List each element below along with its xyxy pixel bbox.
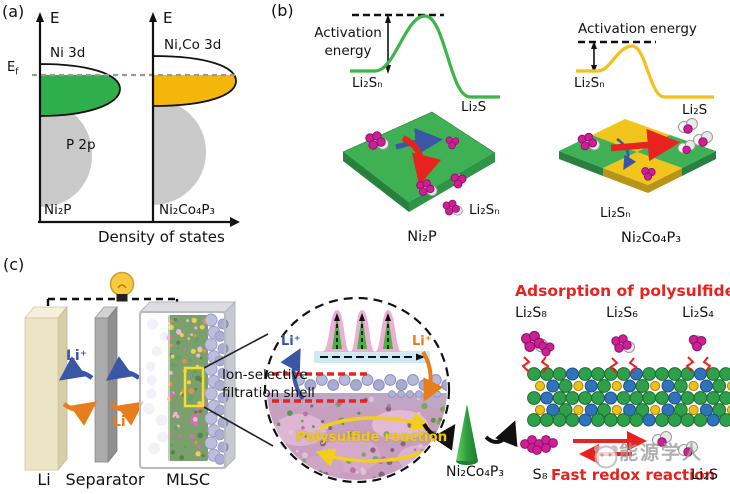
nico3d-label: Ni,Co 3d (164, 37, 222, 53)
watermark-logo-icon (594, 445, 618, 469)
panel-a-graphics (32, 12, 240, 227)
nico-label-a: Ni₂Co₄P₃ (159, 202, 215, 218)
magnifier-circle-border (263, 296, 451, 484)
panel-a-tag: (a) (2, 2, 25, 21)
li-ion-out-arrow (280, 348, 305, 401)
nico-label-b: Ni₂Co₄P₃ (620, 230, 682, 246)
li-ion-in-arrow (421, 350, 444, 402)
shell-label-line1: Ion-selective (222, 367, 308, 383)
li-ion-label-orange: Li⁺ (112, 414, 134, 430)
reactant-label-right: Li₂Sₙ (574, 75, 605, 91)
activation-label-line1: Activation (314, 25, 382, 41)
nanoarray-inset (314, 310, 430, 363)
energy-curve-nico (576, 44, 714, 99)
redox-label: Fast redox reaction (551, 466, 716, 484)
p2p-band-left (40, 102, 92, 207)
li2s-label: Li₂S (691, 467, 719, 483)
ni3d-label: Ni 3d (50, 45, 86, 61)
shell-label-line2: filtration shell (222, 385, 315, 401)
li-ion-arrow-blue (105, 356, 141, 381)
separator-label: Separator (65, 470, 145, 489)
minor-path-arrow-blue (616, 137, 637, 170)
magnified-view (267, 300, 447, 480)
ni3d-band (40, 64, 120, 116)
mlsc-composite-speckles (166, 317, 209, 461)
polysulfide-reaction-label: Polysulfide reaction (296, 429, 448, 445)
separator-sheet (94, 305, 118, 464)
panel-b-graphics (342, 13, 716, 216)
zoom-highlight-box (183, 366, 205, 408)
polysulfide-molecule (442, 199, 463, 216)
p2p-label: P 2p (66, 137, 96, 153)
li2s-molecule (678, 118, 698, 134)
activation-label-line2: energy (324, 43, 372, 59)
species-li2s6-label: Li₂S₆ (606, 305, 638, 321)
catalyst-label: Ni₂Co₄P₃ (446, 464, 504, 480)
cathode-label: MLSC (165, 470, 211, 489)
magnifier-connector-lines (203, 333, 274, 447)
polysulfide-arrow-lower (315, 448, 429, 467)
diffusion-arrow-blue (395, 128, 443, 156)
ni2p-label-b: Ni₂P (407, 229, 437, 245)
adsorbed-polysulfides (520, 330, 712, 374)
species-li2s8-label: Li₂S₈ (515, 305, 547, 321)
product-label-right: Li₂S (682, 102, 708, 118)
watermark-text: 能源学人 (619, 442, 704, 464)
activation-label-right: Activation energy (578, 21, 697, 37)
panel-c-tag: (c) (3, 255, 25, 274)
adsorption-bonds (521, 356, 712, 374)
dos-axis-label: Density of states (98, 228, 225, 246)
li-ion-arrow-orange (62, 401, 98, 426)
li-ion-label-blue: Li⁺ (66, 348, 88, 364)
slab-species-right: Li₂Sₙ (600, 205, 631, 221)
ni2p-label-a: Ni₂P (44, 202, 72, 218)
li2s-molecule (693, 131, 713, 147)
link-arrow-to-slab (484, 420, 518, 448)
dos-axes (38, 20, 232, 224)
li-electrode (24, 305, 68, 472)
mlsc-shell-spheres (204, 313, 229, 465)
li-ion-arrow-orange (109, 401, 145, 426)
anode-label: Li (37, 470, 51, 489)
adsorption-title: Adsorption of polysulfides (515, 282, 730, 300)
polysulfide-arrow-upper (319, 412, 431, 431)
slab-species-left: Li₂Sₙ (469, 202, 500, 218)
reactant-label-left: Li₂Sₙ (352, 75, 383, 91)
fast-conversion-arrow-red (610, 128, 681, 162)
catalyst-cone (456, 404, 478, 465)
energy-curve-ni2p (350, 14, 500, 99)
s8-label: S₈ (532, 467, 548, 483)
s8-molecule (520, 435, 558, 455)
panel-c-graphics (24, 271, 730, 484)
li-ion-arrow-blue (58, 356, 94, 381)
panel-b-tag: (b) (271, 1, 294, 20)
p2p-band-right (153, 99, 206, 205)
li-ion-in-label: Li⁺ (412, 334, 432, 349)
species-li2s4-label: Li₂S₄ (682, 305, 714, 321)
catalyst-atom-slab (527, 367, 730, 427)
fermi-level-label: Ef (7, 60, 19, 78)
desorption-arrow-red (401, 135, 441, 186)
li-ion-out-label: Li⁺ (281, 334, 301, 349)
link-arrow-to-cone (422, 422, 456, 451)
bulb-icon (109, 271, 135, 302)
product-label-left: Li₂S (461, 99, 487, 115)
energy-axis-label-right: E (163, 9, 173, 27)
energy-axis-label-left: E (50, 9, 60, 27)
mlsc-cathode (138, 300, 274, 470)
